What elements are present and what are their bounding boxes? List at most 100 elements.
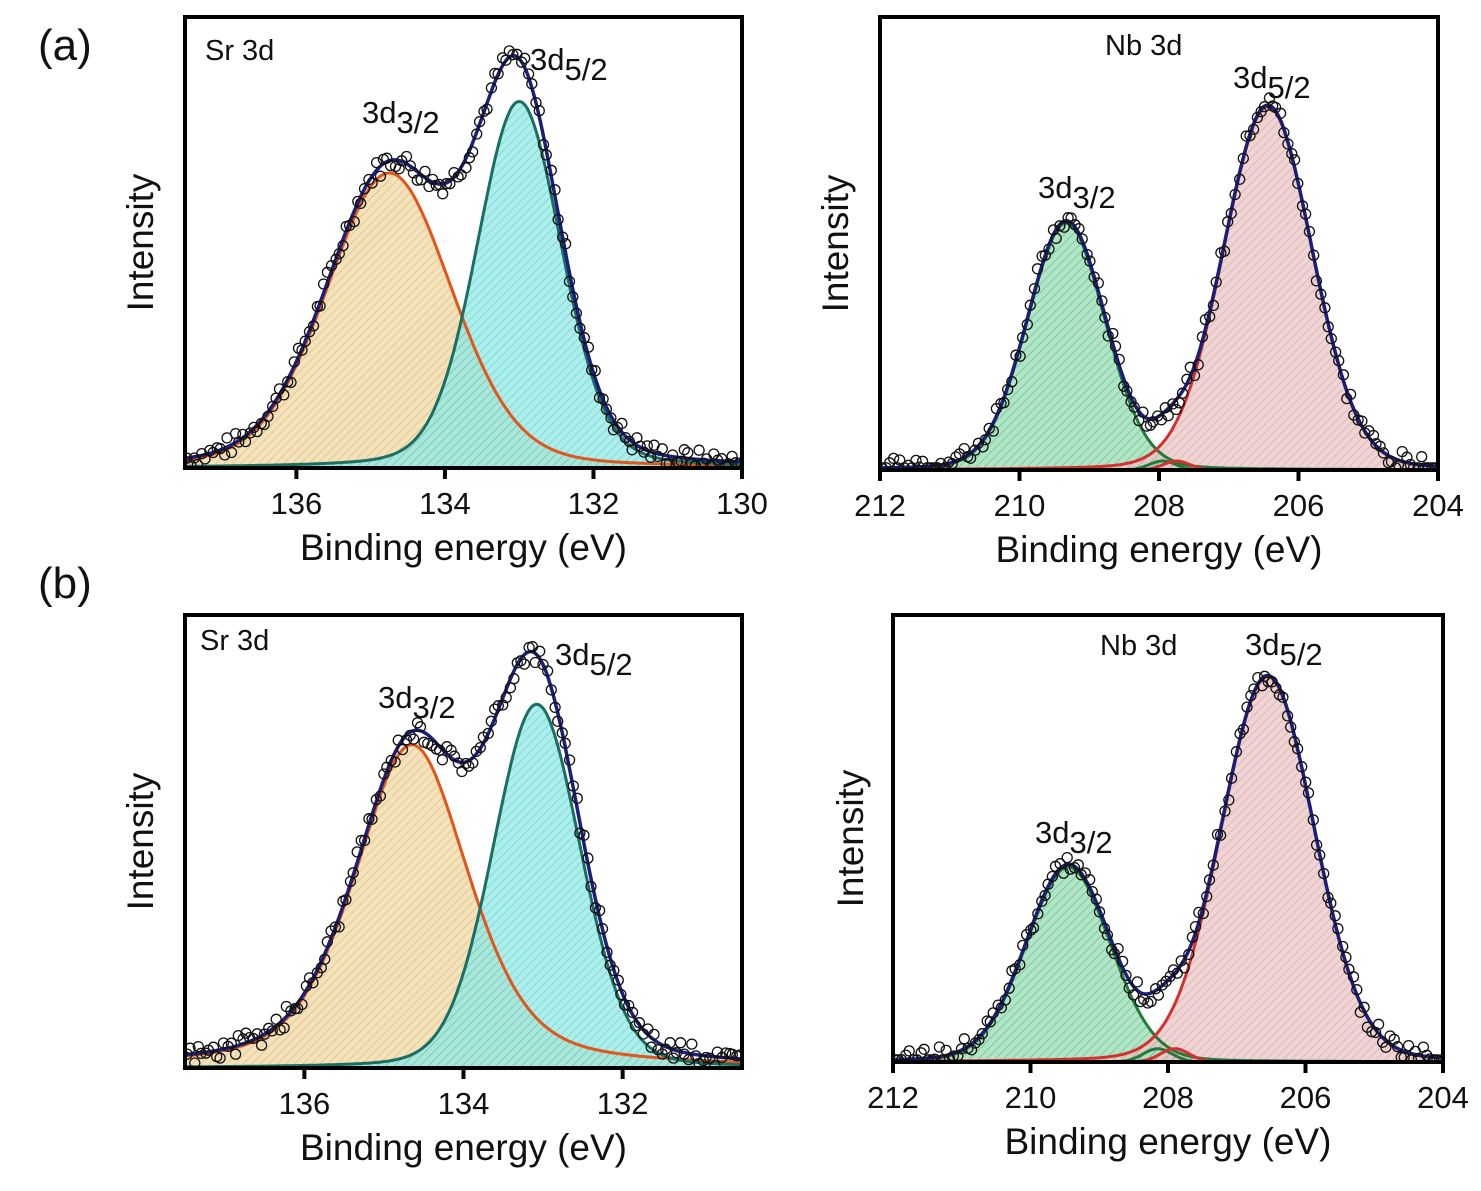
component-fill-3d5/2: [880, 106, 1438, 470]
data-point: [214, 1052, 226, 1064]
data-point: [987, 425, 999, 437]
y-axis-label: Intensity: [120, 772, 161, 910]
peak-label-subscript: 3/2: [1072, 180, 1115, 215]
chart-panel-4: 212 210 208 206 204 Binding energy (eV) Intens…: [830, 613, 1469, 1162]
data-point: [1333, 355, 1345, 367]
peak-label-subscript: 5/2: [1267, 70, 1310, 105]
x-tick-label: 208: [1142, 1080, 1194, 1115]
x-tick-label: 204: [1417, 1080, 1469, 1115]
data-point: [333, 921, 345, 933]
data-point: [1237, 152, 1249, 165]
data-point: [686, 457, 698, 468]
data-point: [1036, 895, 1048, 907]
data-point: [1401, 451, 1413, 463]
data-point: [567, 780, 579, 792]
data-point: [1171, 967, 1183, 979]
data-point: [545, 164, 557, 176]
data-point: [392, 734, 404, 746]
data-point: [1186, 931, 1199, 943]
data-point: [1193, 906, 1205, 919]
x-axis-label: Binding energy (eV): [300, 527, 627, 568]
data-point: [482, 727, 494, 740]
data-point: [571, 792, 583, 804]
data-point: [1278, 126, 1290, 139]
data-point: [979, 434, 992, 446]
data-point: [1065, 212, 1077, 224]
data-point: [492, 700, 504, 712]
data-point: [1204, 310, 1216, 323]
data-point: [485, 82, 498, 94]
data-point: [1090, 893, 1102, 905]
data-point: [1337, 940, 1349, 953]
data-point: [597, 393, 609, 405]
plot-frame: [891, 613, 1445, 1064]
data-point: [1241, 701, 1253, 713]
data-point: [582, 852, 594, 864]
data-point: [1358, 1001, 1370, 1013]
data-point: [1014, 350, 1026, 362]
data-point: [987, 1007, 999, 1019]
data-point: [1039, 249, 1051, 261]
data-point: [263, 1022, 275, 1034]
x-tick-label: 134: [438, 1086, 490, 1121]
data-point: [526, 78, 538, 90]
data-point: [1088, 271, 1100, 283]
x-tick-label: 206: [1273, 488, 1325, 523]
data-point: [1039, 889, 1051, 902]
peak-label-3d3/2: 3d3/2: [1035, 815, 1113, 860]
data-point: [1302, 787, 1315, 799]
data-point: [189, 1057, 201, 1068]
data-point: [337, 240, 349, 252]
data-point: [674, 1037, 687, 1049]
data-point: [1081, 248, 1093, 261]
data-point: [537, 139, 550, 151]
data-point: [1288, 154, 1301, 166]
data-point: [1314, 849, 1326, 861]
data-point: [1188, 369, 1201, 382]
data-point: [1356, 415, 1368, 427]
data-point: [998, 397, 1010, 409]
data-point: [200, 1047, 212, 1059]
data-point: [1270, 682, 1282, 694]
data-point: [578, 829, 590, 841]
data-point: [1337, 369, 1350, 381]
data-point: [608, 964, 620, 977]
data-point: [414, 721, 427, 733]
x-tick-label: 136: [271, 486, 323, 521]
data-point: [1218, 245, 1231, 257]
data-point: [1266, 676, 1278, 688]
data-point: [191, 458, 204, 468]
data-point: [1121, 385, 1133, 397]
data-point: [977, 441, 989, 453]
data-point: [600, 403, 613, 415]
data-point: [358, 834, 371, 847]
data-point: [1282, 138, 1294, 150]
data-point: [1300, 776, 1312, 788]
data-point: [1332, 923, 1344, 935]
data-point: [1273, 689, 1286, 701]
data-point: [1093, 906, 1106, 918]
data-point: [485, 715, 497, 727]
data-point: [348, 215, 360, 228]
data-point: [574, 322, 586, 334]
peak-label-subscript: 3/2: [396, 105, 439, 140]
data-point: [470, 745, 482, 758]
peak-label-3d5/2: 3d5/2: [555, 637, 633, 682]
data-point: [534, 645, 546, 657]
data-point: [648, 1028, 660, 1041]
data-point: [593, 904, 606, 917]
data-point: [619, 431, 632, 444]
data-point: [1128, 401, 1140, 413]
spectrum-title: Sr 3d: [200, 625, 269, 657]
data-point: [366, 813, 378, 825]
data-point: [307, 977, 319, 989]
data-point: [969, 1037, 981, 1049]
data-point: [910, 454, 922, 467]
peak-label-3d3/2: 3d3/2: [378, 680, 456, 725]
data-point: [1419, 462, 1431, 470]
data-point: [1219, 805, 1231, 817]
x-tick-label: 210: [994, 488, 1046, 523]
data-point: [1058, 221, 1070, 233]
data-point: [645, 1041, 657, 1053]
data-point: [913, 461, 925, 470]
